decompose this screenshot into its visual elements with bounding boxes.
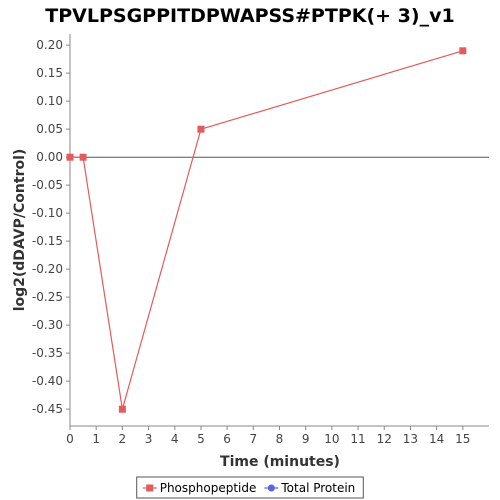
legend-entry-label: Phosphopeptide xyxy=(160,481,257,495)
data-point xyxy=(79,153,87,161)
x-tick-label: 14 xyxy=(429,432,444,446)
x-tick-label: 10 xyxy=(324,432,339,446)
y-tick-label: 0.05 xyxy=(36,122,63,136)
data-point xyxy=(197,125,205,133)
chart-title: TPVLPSGPPITDPWAPSS#PTPK(+ 3)_v1 xyxy=(45,5,454,27)
y-tick-label: -0.05 xyxy=(32,178,63,192)
y-tick-label: 0.20 xyxy=(36,38,63,52)
data-point xyxy=(459,47,467,55)
x-tick-label: 13 xyxy=(403,432,418,446)
x-tick-label: 7 xyxy=(249,432,257,446)
legend-swatch-marker xyxy=(267,484,275,492)
x-tick-label: 0 xyxy=(66,432,74,446)
y-axis-label: log2(dDAVP/Control) xyxy=(12,149,28,312)
x-tick-label: 11 xyxy=(350,432,365,446)
y-tick-label: -0.15 xyxy=(32,234,63,248)
y-tick-label: -0.10 xyxy=(32,206,63,220)
plot-area xyxy=(70,34,489,426)
x-tick-label: 15 xyxy=(455,432,470,446)
y-tick-label: -0.30 xyxy=(32,318,63,332)
x-tick-label: 3 xyxy=(145,432,153,446)
y-tick-label: 0.10 xyxy=(36,94,63,108)
y-tick-label: -0.45 xyxy=(32,402,63,416)
legend-entry-label: Total Protein xyxy=(280,481,355,495)
series-layer xyxy=(66,47,467,413)
y-axis-ticks: 0.20 0.15 0.10 0.05 0.00 -0.05 -0.10 -0.15 -0.20… xyxy=(32,38,70,416)
y-tick-label: -0.20 xyxy=(32,262,63,276)
data-point xyxy=(66,153,74,161)
legend: Phosphopeptide Total Protein xyxy=(136,476,364,499)
x-tick-label: 6 xyxy=(223,432,231,446)
y-tick-label: -0.40 xyxy=(32,374,63,388)
x-axis-ticks: 0 1 2 3 4 5 6 7 8 9 10 11 12 13 14 15 xyxy=(66,426,470,446)
x-tick-label: 2 xyxy=(119,432,127,446)
x-tick-label: 9 xyxy=(302,432,310,446)
x-tick-label: 5 xyxy=(197,432,205,446)
x-tick-label: 12 xyxy=(377,432,392,446)
y-tick-label: -0.25 xyxy=(32,290,63,304)
x-tick-label: 4 xyxy=(171,432,179,446)
y-tick-label: 0.15 xyxy=(36,66,63,80)
y-tick-label: -0.35 xyxy=(32,346,63,360)
data-point xyxy=(118,405,126,413)
x-tick-label: 1 xyxy=(92,432,100,446)
x-tick-label: 8 xyxy=(276,432,284,446)
legend-swatch-marker xyxy=(146,484,154,492)
x-axis-label: Time (minutes) xyxy=(220,454,340,470)
legend-box xyxy=(136,476,364,499)
y-tick-label: 0.00 xyxy=(36,150,63,164)
